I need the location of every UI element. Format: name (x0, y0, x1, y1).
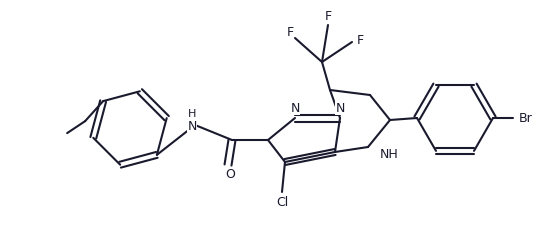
Text: H: H (188, 109, 196, 119)
Text: F: F (325, 11, 331, 23)
Text: O: O (225, 169, 235, 182)
Text: Cl: Cl (276, 196, 288, 209)
Text: F: F (356, 34, 364, 47)
Text: N: N (290, 101, 300, 115)
Text: F: F (286, 27, 294, 40)
Text: N: N (188, 119, 196, 133)
Text: NH: NH (380, 148, 398, 162)
Text: Br: Br (519, 112, 533, 124)
Text: N: N (335, 101, 345, 115)
